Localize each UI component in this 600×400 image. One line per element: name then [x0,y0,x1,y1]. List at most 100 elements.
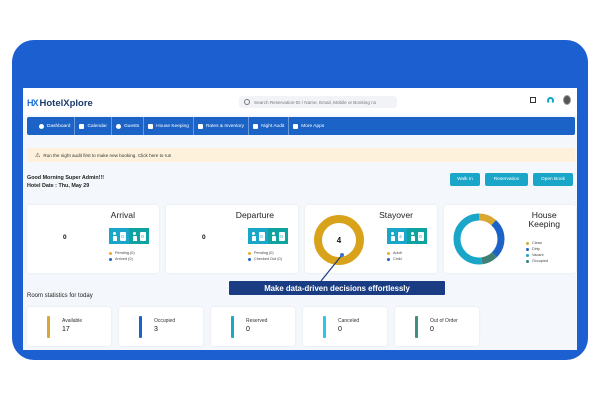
nav-item-label: House Keeping [156,123,189,129]
guest-badges: 0 0 [109,228,149,244]
legend-item: Pending (0) [109,250,135,256]
departure-card[interactable]: Departure 0 0 0 Pending (0) Checked Out … [166,205,298,273]
stat-card-available[interactable]: Available 17 [27,307,111,346]
stayover-count: 4 [337,236,342,245]
legend-dot [248,251,251,255]
card-title-line: Keeping [528,219,560,229]
adult-badge: 4 [387,228,407,244]
badge-count: 0 [139,231,146,241]
legend-label: Pending (0) [254,251,274,255]
nav-item-calendar[interactable]: Calendar [75,117,112,135]
legend-item: Pending (0) [248,250,282,256]
child-icon [271,231,276,241]
legend-label: Adult [393,251,402,255]
callout-connector [320,253,344,282]
child-icon [132,231,137,241]
legend-item: Occupied [526,258,548,264]
house-keeping-card[interactable]: House Keeping Clean Dirty Vacant Occupie… [444,205,576,273]
adult-badge: 0 [248,228,268,244]
nav-item-night-audit[interactable]: Night Audit [249,117,290,135]
nav-item-rates-inventory[interactable]: Rates & Inventory [194,117,250,135]
legend-label: Pending (0) [115,251,135,255]
legend-dot [387,257,390,261]
room-statistics-title: Room statistics for today [27,293,93,299]
top-bar: HX HotelXplore [23,88,577,115]
legend-dot [109,251,112,255]
night-audit-alert[interactable]: ⚠ Run the night audit first to make new … [27,148,575,162]
card-title: Stayover [379,210,413,220]
card-title: Departure [235,210,274,220]
open-book-button[interactable]: Open Book [533,173,573,186]
fullscreen-icon[interactable] [529,96,537,104]
stat-label: Reserved [246,318,268,324]
legend-dot [248,257,251,261]
legend-label: Occupied [532,259,549,263]
reservation-button[interactable]: Reservation [485,173,528,186]
nav-item-dashboard[interactable]: Dashboard [35,117,76,135]
greeting-line: Good Morning Super Admin!!! [27,175,105,181]
stat-card-canceled[interactable]: Canceled 0 [303,307,387,346]
user-avatar[interactable] [563,95,571,105]
arrival-card[interactable]: Arrival 0 0 0 Pending (0) Arrived (0) [27,205,159,273]
stat-color-bar [231,316,234,338]
dashboard-window: HX HotelXplore Dashboard Calendar [23,88,577,350]
legend-item: Checked Out (0) [248,256,282,262]
promo-callout-text: Make data-driven decisions effortlessly [264,283,410,293]
guests-icon [115,123,121,129]
badge-count: 0 [119,231,126,241]
badge-count: 0 [278,231,285,241]
hotel-date: Hotel Date : Thu, May 29 [27,183,90,189]
legend-label: Arrived (0) [115,257,133,261]
calendar-icon [79,123,85,129]
search-input[interactable] [254,99,394,105]
badge-count: 0 [258,231,265,241]
stat-card-out-of-order[interactable]: Out of Order 0 [395,307,479,346]
guest-badges: 0 0 [248,228,288,244]
main-nav: Dashboard Calendar Guests House Keeping … [27,117,575,135]
walk-in-button[interactable]: Walk In [450,173,480,186]
stat-value: 3 [154,326,158,333]
stat-color-bar [323,316,326,338]
legend-item: Adult [387,250,402,256]
legend-label: Checked Out (0) [254,257,282,261]
stat-label: Canceled [338,318,360,324]
search-box[interactable] [239,96,397,108]
stat-color-bar [415,316,418,338]
legend-item: Dirty [526,246,548,252]
stat-color-bar [139,316,142,338]
nav-item-guests[interactable]: Guests [112,117,145,135]
adult-badge: 0 [109,228,129,244]
nav-item-label: Guests [123,123,140,129]
top-icons [529,95,571,105]
legend-dot [526,241,529,245]
stat-card-reserved[interactable]: Reserved 0 [211,307,295,346]
nav-item-more-apps[interactable]: More Apps [289,117,328,135]
stat-card-occupied[interactable]: Occupied 3 [119,307,203,346]
card-title: Arrival [110,210,135,220]
rates-icon [197,123,203,129]
departure-count: 0 [202,234,206,241]
app-logo[interactable]: HX HotelXplore [27,97,93,109]
greeting: Good Morning Super Admin!!! Hotel Date :… [27,174,104,190]
badge-count: 4 [397,231,404,241]
stat-label: Out of Order [430,318,458,324]
stat-value: 17 [62,326,70,333]
nav-item-house-keeping[interactable]: House Keeping [144,117,194,135]
night-audit-icon [253,123,259,129]
stayover-card[interactable]: Stayover 4 4 0 Adult Child [305,205,437,273]
alert-text: Run the night audit first to make new bo… [43,152,172,158]
stat-label: Occupied [154,318,176,324]
card-title: House Keeping [528,211,560,229]
card-legend: Adult Child [387,250,402,262]
legend-dot [526,253,529,257]
legend-item: Vacant [526,252,548,258]
card-legend: Pending (0) Arrived (0) [109,250,135,262]
dashboard-icon [39,123,44,129]
adult-icon [251,231,256,241]
card-legend: Pending (0) Checked Out (0) [248,250,282,262]
legend-label: Dirty [532,247,540,251]
adult-icon [390,231,395,241]
support-headset-icon[interactable] [546,96,554,104]
stayover-donut: 4 [314,215,364,265]
child-badge: 0 [129,228,149,244]
